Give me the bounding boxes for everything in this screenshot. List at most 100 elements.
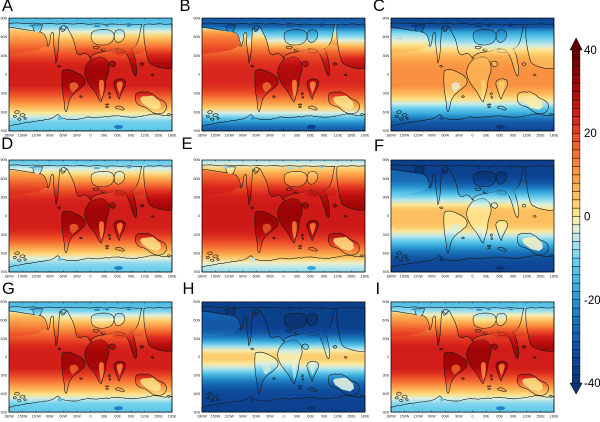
svg-text:90W: 90W: [46, 415, 54, 419]
svg-text:120E: 120E: [333, 415, 342, 419]
svg-text:60N: 60N: [193, 318, 200, 322]
svg-text:90W: 90W: [428, 274, 436, 278]
svg-text:90S: 90S: [1, 410, 8, 414]
svg-text:120E: 120E: [523, 415, 532, 419]
svg-text:120E: 120E: [140, 274, 149, 278]
svg-text:30E: 30E: [294, 274, 301, 278]
svg-text:150W: 150W: [17, 274, 27, 278]
svg-text:90S: 90S: [383, 129, 390, 133]
svg-text:150W: 150W: [17, 133, 27, 137]
svg-text:60E: 60E: [114, 274, 121, 278]
svg-text:120W: 120W: [414, 133, 424, 137]
svg-text:30S: 30S: [383, 232, 390, 236]
svg-text:90E: 90E: [510, 415, 517, 419]
svg-text:0: 0: [89, 133, 91, 137]
svg-text:180E: 180E: [361, 274, 370, 278]
svg-text:120E: 120E: [523, 133, 532, 137]
svg-text:180E: 180E: [361, 415, 370, 419]
svg-text:0: 0: [387, 72, 389, 76]
svg-text:30W: 30W: [73, 415, 81, 419]
svg-text:0: 0: [5, 72, 7, 76]
svg-text:30E: 30E: [101, 133, 108, 137]
svg-text:0: 0: [282, 415, 284, 419]
svg-text:60N: 60N: [383, 35, 390, 39]
svg-text:30S: 30S: [1, 374, 8, 378]
svg-text:180W: 180W: [197, 134, 207, 138]
svg-text:40: 40: [584, 45, 597, 57]
svg-text:0: 0: [472, 133, 474, 137]
svg-text:60S: 60S: [383, 110, 390, 114]
svg-text:60W: 60W: [253, 415, 261, 419]
svg-text:30S: 30S: [383, 91, 390, 95]
svg-text:60E: 60E: [497, 133, 504, 137]
svg-text:30S: 30S: [194, 232, 201, 236]
svg-text:90N: 90N: [383, 16, 390, 20]
svg-text:30W: 30W: [455, 415, 463, 419]
svg-text:60W: 60W: [442, 133, 450, 137]
svg-text:90E: 90E: [321, 274, 328, 278]
svg-text:150E: 150E: [347, 274, 356, 278]
svg-text:30N: 30N: [193, 195, 200, 199]
svg-text:90S: 90S: [383, 270, 390, 274]
svg-text:90E: 90E: [510, 133, 517, 137]
svg-text:30N: 30N: [383, 195, 390, 199]
svg-text:60E: 60E: [114, 133, 121, 137]
svg-text:90W: 90W: [239, 134, 247, 138]
svg-text:60E: 60E: [497, 415, 504, 419]
svg-text:60E: 60E: [114, 415, 121, 419]
svg-text:0: 0: [584, 212, 590, 224]
svg-text:60N: 60N: [193, 35, 200, 39]
svg-text:30N: 30N: [0, 53, 7, 57]
svg-text:30W: 30W: [455, 133, 463, 137]
svg-text:90N: 90N: [193, 158, 200, 162]
svg-text:0: 0: [387, 355, 389, 359]
svg-text:30N: 30N: [193, 54, 200, 58]
svg-text:0: 0: [198, 355, 200, 359]
svg-text:90W: 90W: [428, 133, 436, 137]
svg-text:150W: 150W: [18, 415, 28, 419]
svg-text:-20: -20: [584, 295, 600, 307]
svg-text:0: 0: [198, 214, 200, 218]
svg-text:60W: 60W: [59, 274, 67, 278]
svg-text:60W: 60W: [253, 134, 261, 138]
svg-text:180E: 180E: [550, 415, 559, 419]
svg-text:120E: 120E: [140, 415, 149, 419]
svg-text:150W: 150W: [211, 274, 221, 278]
svg-text:30N: 30N: [193, 337, 200, 341]
svg-text:60N: 60N: [0, 35, 7, 39]
svg-text:60S: 60S: [194, 392, 201, 396]
svg-text:150E: 150E: [536, 133, 545, 137]
svg-text:120E: 120E: [333, 274, 342, 278]
svg-text:90N: 90N: [0, 16, 7, 20]
svg-text:150E: 150E: [536, 274, 545, 278]
svg-text:90N: 90N: [383, 158, 390, 162]
svg-text:120W: 120W: [224, 415, 234, 419]
svg-text:150W: 150W: [400, 274, 410, 278]
svg-text:90S: 90S: [0, 270, 7, 274]
svg-text:90W: 90W: [46, 133, 54, 137]
svg-text:30W: 30W: [73, 133, 81, 137]
svg-text:30E: 30E: [483, 274, 490, 278]
svg-text:30E: 30E: [483, 133, 490, 137]
svg-text:30S: 30S: [194, 374, 201, 378]
svg-text:180W: 180W: [4, 274, 14, 278]
svg-text:60N: 60N: [0, 176, 7, 180]
svg-text:180W: 180W: [197, 415, 207, 419]
svg-text:0: 0: [5, 355, 7, 359]
svg-text:120E: 120E: [523, 274, 532, 278]
svg-text:90E: 90E: [321, 134, 328, 138]
svg-text:30N: 30N: [383, 337, 390, 341]
svg-text:150E: 150E: [347, 134, 356, 138]
svg-text:60S: 60S: [383, 392, 390, 396]
svg-text:90E: 90E: [321, 415, 328, 419]
svg-text:30S: 30S: [194, 92, 201, 96]
svg-text:60E: 60E: [497, 274, 504, 278]
svg-text:180E: 180E: [168, 415, 177, 419]
svg-text:90E: 90E: [510, 274, 517, 278]
svg-text:0: 0: [89, 274, 91, 278]
svg-text:120W: 120W: [414, 274, 424, 278]
svg-text:30E: 30E: [294, 415, 301, 419]
svg-text:150W: 150W: [400, 415, 410, 419]
svg-text:120W: 120W: [31, 133, 41, 137]
svg-text:60N: 60N: [383, 176, 390, 180]
